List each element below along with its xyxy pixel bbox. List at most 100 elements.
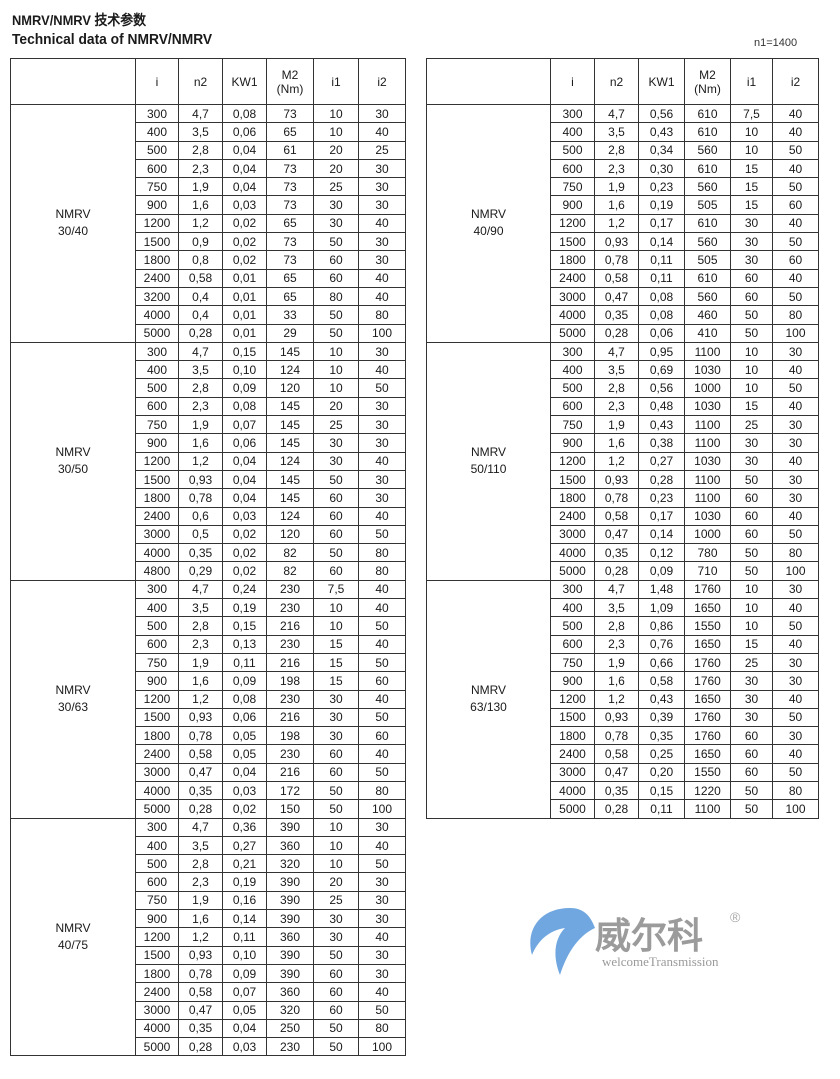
table-cell: 25 [313, 890, 359, 911]
table-cell: 50 [772, 524, 819, 545]
table-cell: 600 [550, 396, 595, 417]
table-cell: 390 [266, 963, 314, 984]
table-cell: 2400 [135, 268, 179, 288]
table-cell: 0,05 [222, 1000, 267, 1020]
table-cell: 4,7 [594, 579, 639, 600]
table-cell: 0,09 [222, 378, 267, 398]
table-row: 1800 0,78 0,04 145 60 30 [11, 488, 406, 508]
table-cell: 400 [135, 122, 179, 142]
table-cell: 2,8 [178, 616, 223, 636]
column-header: KW1 [638, 58, 685, 105]
table-cell: 0,23 [638, 177, 685, 197]
table-cell: 2,8 [594, 140, 639, 160]
table-cell: 1,2 [594, 451, 639, 471]
table-row: 1800 0,78 0,09 390 60 30 [11, 963, 406, 984]
table-cell: 0,69 [638, 360, 685, 380]
table-row: 600 2,3 0,19 390 20 30 [11, 872, 406, 892]
table-cell: 4,7 [178, 579, 223, 600]
table-cell: 145 [266, 488, 314, 508]
table-cell: 1,6 [594, 195, 639, 215]
watermark-text: 威尔科 [595, 916, 703, 957]
table-cell: 172 [266, 780, 314, 801]
table-cell: 30 [358, 103, 406, 124]
table-cell: 15 [313, 652, 359, 673]
table-cell: 60 [313, 561, 359, 581]
table-cell: 750 [550, 415, 595, 435]
table-row: 750 1,9 0,04 73 25 30 [11, 177, 406, 197]
table-cell: 1,9 [178, 415, 223, 435]
table-cell: 300 [135, 579, 179, 600]
table-cell: 0,56 [638, 103, 685, 124]
table-cell: 145 [266, 415, 314, 435]
table-cell: 60 [772, 195, 819, 215]
table-cell: 1,9 [594, 652, 639, 673]
table-row: 900 1,6 0,19 505 15 60 [427, 195, 819, 215]
table-cell: 1100 [684, 469, 731, 490]
model-name: NMRV [470, 445, 507, 460]
table-cell: 50 [358, 854, 406, 874]
table-cell: 0,47 [594, 762, 639, 782]
table-cell: 40 [358, 927, 406, 947]
table-cell: 30 [358, 909, 406, 929]
table-cell: 10 [313, 341, 359, 362]
table-cell: 400 [135, 835, 179, 856]
table-cell: 10 [730, 616, 773, 636]
table-cell: 60 [313, 506, 359, 526]
table-cell: 60 [730, 268, 773, 288]
table-cell: 1800 [550, 488, 595, 508]
table-cell: 1,6 [178, 433, 223, 453]
table-cell: 5000 [135, 323, 179, 343]
table-cell: 300 [550, 103, 595, 124]
table-cell: 0,56 [638, 378, 685, 398]
table-cell: 40 [772, 213, 819, 234]
table-cell: 0,58 [178, 982, 223, 1002]
table-cell: 400 [550, 360, 595, 380]
model-label: NMRV 50/110 [426, 341, 551, 581]
table-row: 600 2,3 0,76 1650 15 40 [427, 634, 819, 654]
table-cell: 3000 [135, 524, 179, 545]
table-cell: 3,5 [594, 598, 639, 618]
table-cell: 0,06 [222, 433, 267, 453]
table-cell: 0,03 [222, 506, 267, 526]
table-cell: 30 [358, 963, 406, 984]
table-cell: 5000 [550, 323, 595, 343]
table-cell: 15 [313, 671, 359, 691]
table-cell: 0,02 [222, 799, 267, 819]
table-cell: 30 [730, 671, 773, 691]
table-cell: 390 [266, 890, 314, 911]
table-cell: 0,93 [178, 469, 223, 490]
table-row: 400 3,5 0,10 124 10 40 [11, 360, 406, 380]
table-row: 1500 0,93 0,10 390 50 30 [11, 945, 406, 965]
table-cell: 50 [313, 305, 359, 325]
table-cell: 80 [313, 286, 359, 307]
table-cell: 0,4 [178, 286, 223, 307]
table-cell: 30 [313, 726, 359, 746]
table-cell: 0,29 [178, 561, 223, 581]
table-cell: 230 [266, 634, 314, 654]
model-name: NMRV [55, 445, 91, 460]
table-cell: 30 [730, 451, 773, 471]
model-label: NMRV 63/130 [426, 579, 551, 819]
table-cell: 1,9 [594, 415, 639, 435]
table-cell: 230 [266, 579, 314, 600]
table-cell: 30 [313, 451, 359, 471]
table-cell: 600 [135, 396, 179, 417]
table-cell: 3,5 [178, 835, 223, 856]
table-cell: 30 [358, 469, 406, 490]
table-cell: 60 [730, 524, 773, 545]
table-cell: 1030 [684, 451, 731, 471]
table-cell: 1,2 [178, 213, 223, 234]
table-cell: 0,04 [222, 451, 267, 471]
table-cell: 0,28 [178, 799, 223, 819]
table-cell: 4,7 [178, 341, 223, 362]
table-row: 500 2,8 0,56 1000 10 50 [427, 378, 819, 398]
table-cell: 0,95 [638, 341, 685, 362]
table-cell: 198 [266, 671, 314, 691]
table-cell: 40 [772, 634, 819, 654]
table-cell: 40 [358, 268, 406, 288]
table-cell: 82 [266, 561, 314, 581]
table-cell: 1200 [550, 451, 595, 471]
table-cell: 0,19 [222, 598, 267, 618]
table-cell: 50 [313, 232, 359, 252]
table-row: 4000 0,35 0,02 82 50 80 [11, 543, 406, 563]
